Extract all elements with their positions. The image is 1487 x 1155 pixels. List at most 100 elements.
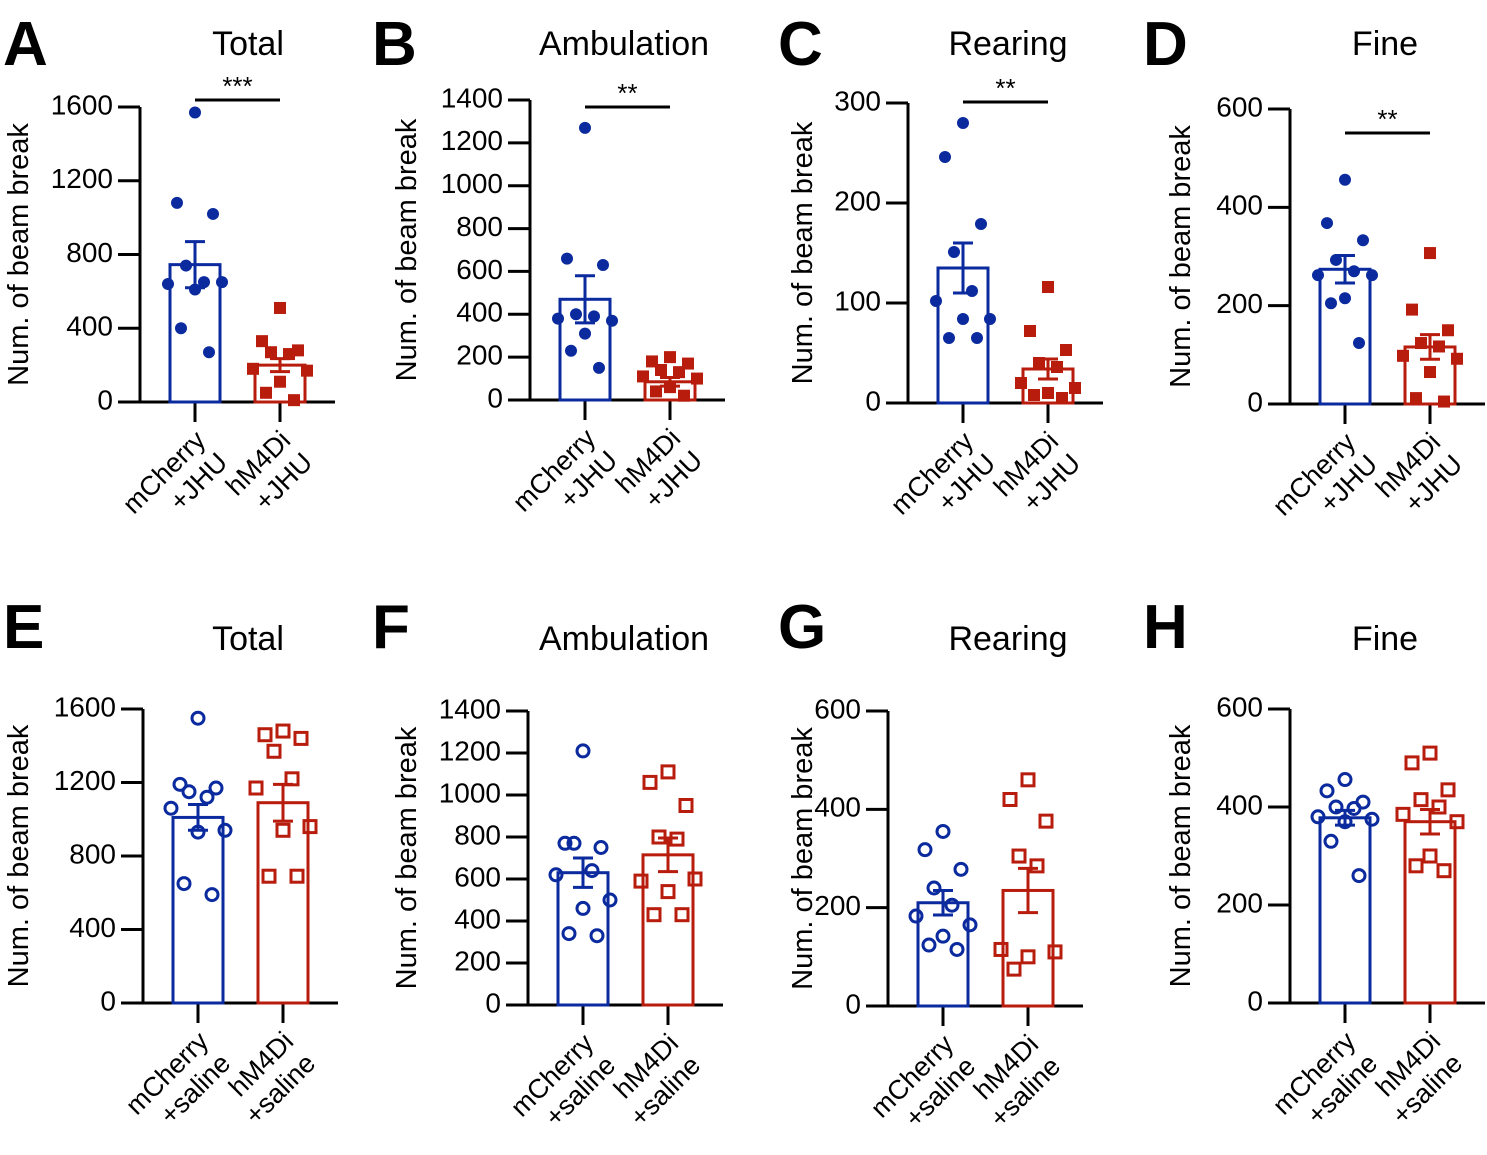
y-tick-label: 400	[456, 297, 503, 328]
y-tick-label: 0	[1247, 985, 1263, 1016]
data-point	[293, 730, 309, 746]
data-point	[687, 871, 703, 887]
y-tick-label: 600	[1216, 691, 1263, 722]
data-point	[1440, 782, 1456, 798]
data-point	[561, 926, 577, 942]
data-point	[593, 840, 609, 855]
data-point	[1323, 833, 1339, 849]
panel-letter: A	[3, 10, 48, 79]
data-point	[646, 907, 662, 923]
y-tick-label: 0	[845, 988, 861, 1019]
data-point	[660, 884, 676, 900]
data-point	[1312, 269, 1324, 282]
y-tick-label: 200	[454, 945, 501, 976]
data-point	[274, 375, 286, 388]
data-point	[1006, 961, 1022, 977]
data-point	[962, 917, 978, 933]
data-point	[1366, 269, 1378, 282]
data-point	[1339, 292, 1351, 305]
data-point	[935, 928, 951, 944]
data-point	[1413, 792, 1429, 808]
data-point	[943, 332, 955, 344]
data-point	[207, 207, 219, 220]
panel-letter: H	[1143, 593, 1188, 662]
y-tick-label: 1200	[54, 765, 116, 796]
panel-letter: B	[372, 10, 417, 79]
data-point	[674, 907, 690, 923]
data-point	[930, 295, 942, 307]
y-tick-label: 800	[454, 819, 501, 850]
data-point	[1325, 297, 1337, 310]
data-point	[1339, 173, 1351, 186]
data-point	[261, 868, 277, 884]
data-point	[266, 743, 282, 759]
panel-title: Fine	[1352, 25, 1418, 63]
data-point	[1346, 800, 1362, 816]
data-point	[181, 784, 197, 800]
data-point	[602, 892, 618, 908]
data-point	[1337, 772, 1353, 788]
y-tick-label: 200	[834, 185, 881, 216]
panel-b: B Ambulation Num. of beam break 0 200 400 600 8…	[372, 10, 725, 517]
y-tick-label: 0	[865, 385, 881, 416]
significance-stars: **	[995, 73, 1015, 103]
data-point	[256, 335, 268, 348]
data-point	[949, 941, 965, 957]
data-point	[642, 774, 658, 790]
data-point	[575, 743, 591, 759]
y-tick-label: 1600	[51, 89, 113, 120]
y-tick-label: 100	[834, 285, 881, 316]
y-axis-label: Num. of beam break	[3, 123, 35, 386]
y-axis-label: Num. of beam break	[1165, 125, 1197, 388]
panel-letter: E	[3, 593, 44, 662]
data-point	[180, 259, 192, 272]
y-tick-label: 400	[1216, 190, 1263, 221]
data-point	[1038, 813, 1054, 829]
data-point	[971, 332, 983, 344]
data-point	[1029, 858, 1045, 874]
data-point	[1406, 303, 1418, 316]
y-tick-label: 200	[456, 340, 503, 371]
data-point	[1033, 357, 1045, 369]
data-point	[275, 822, 291, 838]
y-tick-label: 1200	[51, 163, 113, 194]
panel-title: Ambulation	[539, 620, 709, 658]
y-tick-label: 1200	[439, 735, 501, 766]
data-point	[289, 868, 305, 884]
data-point	[633, 873, 649, 889]
data-point	[284, 771, 300, 787]
data-point	[1442, 324, 1454, 337]
data-point	[1436, 863, 1452, 879]
data-point	[1404, 755, 1420, 771]
data-point	[557, 835, 573, 851]
data-point	[204, 887, 220, 903]
data-point	[570, 308, 582, 321]
data-point	[162, 278, 174, 290]
data-point	[1011, 848, 1027, 864]
data-point	[1424, 366, 1436, 379]
data-point	[248, 780, 264, 796]
data-point	[908, 908, 924, 924]
data-point	[637, 370, 649, 383]
y-tick-label: 200	[814, 890, 861, 921]
significance-stars: ***	[222, 71, 252, 101]
data-point	[660, 764, 676, 780]
bar-mCherry	[171, 815, 225, 1005]
data-point	[1002, 792, 1018, 807]
panel-title: Total	[212, 620, 284, 658]
data-point	[175, 322, 187, 335]
y-tick-label: 800	[69, 838, 116, 869]
y-tick-label: 1000	[439, 777, 501, 808]
y-tick-label: 600	[456, 254, 503, 285]
data-point	[957, 117, 969, 129]
data-point	[1042, 281, 1054, 293]
y-tick-label: 0	[487, 382, 503, 413]
data-point	[301, 364, 313, 377]
data-point	[957, 313, 969, 325]
data-point	[565, 344, 577, 357]
data-point	[1337, 814, 1353, 830]
